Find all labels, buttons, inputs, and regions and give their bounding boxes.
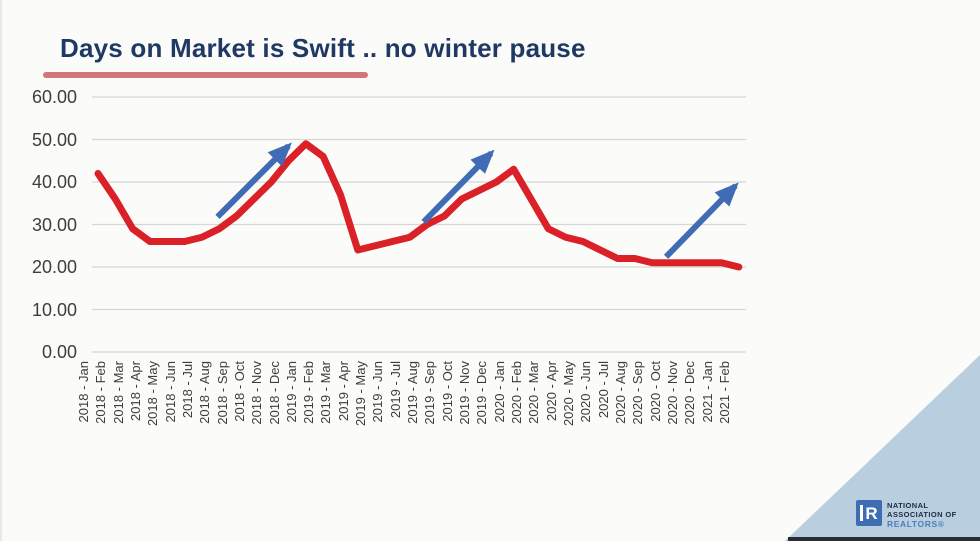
trend-arrow-icon bbox=[663, 182, 739, 259]
x-tick-label: 2018 - Aug bbox=[197, 361, 213, 424]
x-tick-label: 2018 - Jan bbox=[76, 361, 91, 423]
x-tick-label: 2019 - Feb bbox=[301, 361, 317, 424]
x-tick-label: 2018 - Dec bbox=[266, 361, 282, 425]
x-tick-label: 2018 - Apr bbox=[127, 361, 143, 421]
x-tick-label: 2020 - Jul bbox=[595, 361, 611, 419]
x-tick-label: 2019 - May bbox=[353, 361, 369, 427]
y-tick-label: 30.00 bbox=[31, 214, 77, 235]
bottom-edge-strip bbox=[788, 537, 980, 541]
x-tick-label: 2019 - Mar bbox=[318, 361, 334, 424]
nar-logo: R NATIONAL ASSOCIATION OF REALTORS® bbox=[856, 500, 957, 529]
chart-series-line bbox=[94, 140, 743, 271]
nar-logo-line2: ASSOCIATION OF bbox=[887, 510, 957, 519]
title-underline bbox=[43, 72, 368, 78]
x-tick-label: 2020 - Nov bbox=[664, 361, 680, 425]
x-tick-label: 2020 - Jan bbox=[491, 361, 507, 423]
x-tick-label: 2018 - Oct bbox=[231, 361, 247, 422]
nar-logo-line3: REALTORS® bbox=[887, 519, 945, 529]
x-tick-label: 2018 - Feb bbox=[93, 361, 109, 424]
x-tick-label: 2020 - Dec bbox=[682, 361, 698, 425]
x-tick-label: 2019 - Jan bbox=[283, 361, 299, 423]
nar-logo-line1: NATIONAL bbox=[887, 501, 929, 510]
x-tick-label: 2019 - Sep bbox=[422, 361, 438, 425]
y-tick-label: 40.00 bbox=[31, 172, 77, 192]
x-tick-label: 2019 - Jul bbox=[387, 361, 403, 419]
y-tick-label: 50.00 bbox=[31, 129, 77, 150]
x-tick-label: 2020 - Oct bbox=[647, 361, 663, 422]
x-tick-label: 2019 - Dec bbox=[474, 361, 490, 425]
x-tick-label: 2018 - Mar bbox=[110, 361, 126, 424]
left-edge-strip bbox=[0, 0, 2, 541]
x-tick-label: 2018 - Nov bbox=[249, 361, 265, 425]
x-tick-label: 2018 - Jun bbox=[162, 361, 178, 423]
trend-arrow-icon bbox=[421, 149, 495, 225]
x-tick-label: 2020 - Aug bbox=[612, 361, 628, 424]
nar-r-icon: R bbox=[856, 500, 882, 526]
y-tick-label: 60.00 bbox=[31, 87, 77, 107]
x-tick-label: 2020 - Apr bbox=[543, 361, 559, 421]
x-tick-label: 2019 - Jun bbox=[370, 361, 386, 423]
nar-r-bar bbox=[860, 505, 864, 521]
trend-arrow-icon bbox=[215, 142, 292, 219]
x-tick-label: 2020 - Jun bbox=[578, 361, 594, 423]
nar-r-letter: R bbox=[865, 503, 878, 523]
nar-logo-text: NATIONAL ASSOCIATION OF REALTORS® bbox=[887, 500, 957, 529]
x-tick-label: 2020 - Mar bbox=[526, 361, 542, 424]
x-tick-label: 2018 - May bbox=[145, 361, 161, 427]
y-tick-label: 10.00 bbox=[31, 299, 77, 320]
x-tick-label: 2019 - Aug bbox=[405, 361, 421, 424]
x-tick-label: 2021 - Jan bbox=[699, 361, 715, 423]
x-tick-label: 2020 - May bbox=[560, 361, 576, 427]
x-tick-label: 2021 - Feb bbox=[716, 361, 732, 424]
x-tick-label: 2019 - Nov bbox=[457, 361, 473, 425]
trend-arrows bbox=[215, 142, 739, 259]
y-tick-label: 20.00 bbox=[31, 257, 77, 277]
x-tick-label: 2019 - Oct bbox=[439, 361, 455, 422]
page-title: Days on Market is Swift .. no winter pau… bbox=[60, 33, 586, 63]
x-tick-label: 2020 - Sep bbox=[630, 361, 646, 425]
y-tick-label: 0.00 bbox=[41, 342, 77, 362]
x-tick-label: 2020 - Feb bbox=[509, 361, 524, 424]
x-tick-label: 2018 - Sep bbox=[214, 361, 230, 425]
chart-gridlines bbox=[92, 96, 746, 353]
x-tick-label: 2018 - Jul bbox=[179, 361, 195, 419]
x-tick-label: 2019 - Apr bbox=[335, 361, 351, 421]
